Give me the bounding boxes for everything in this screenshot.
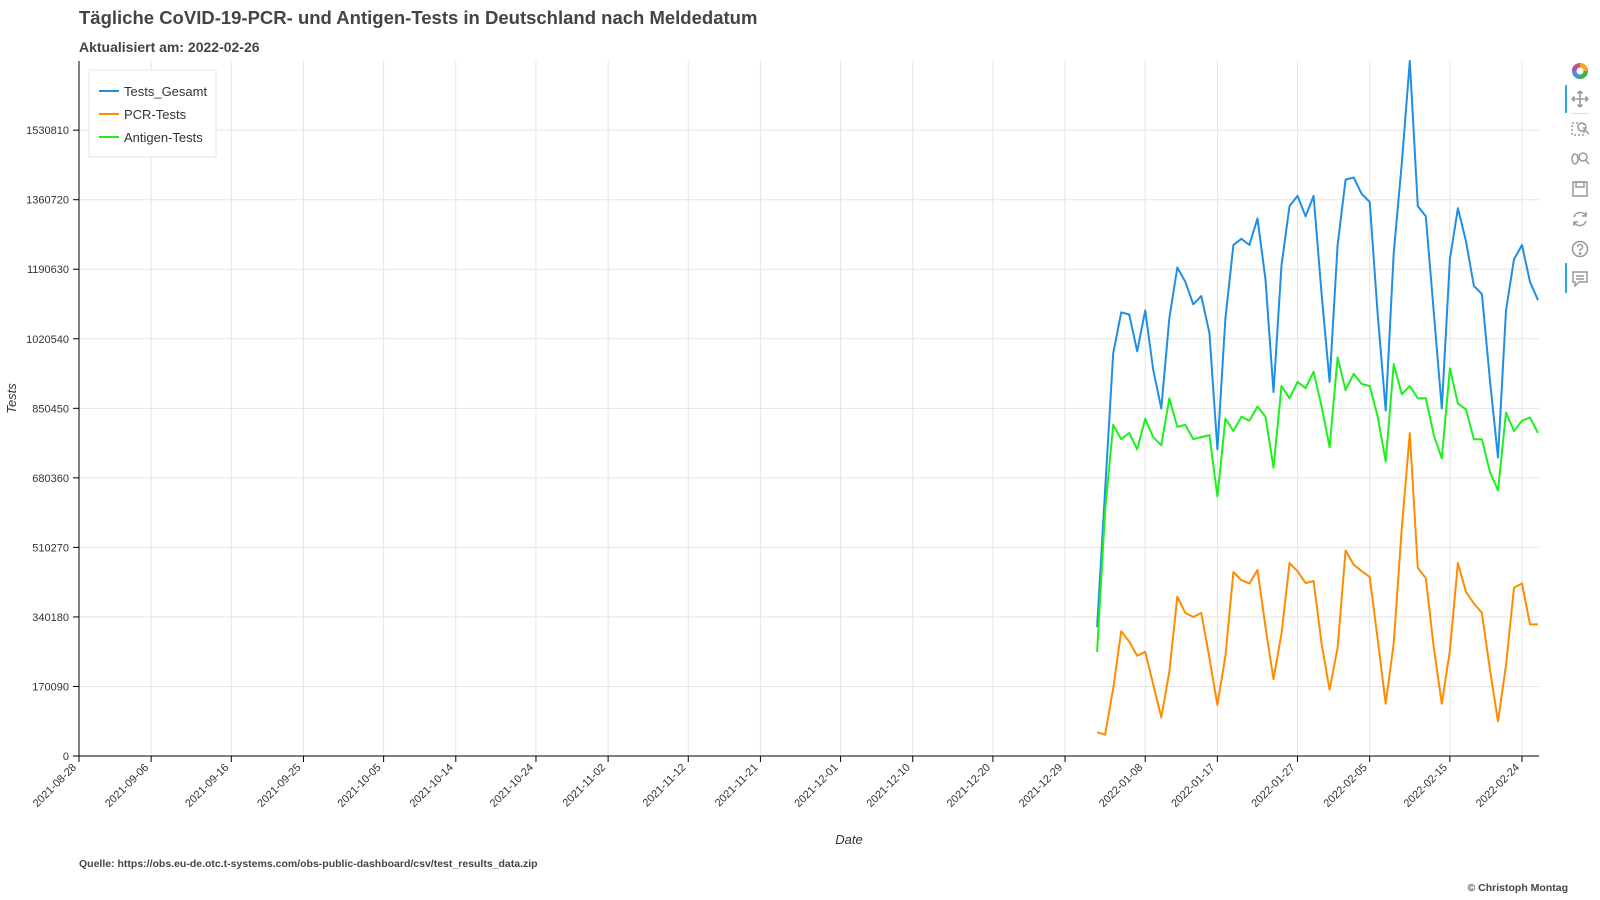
x-axis-label: Date (835, 832, 862, 847)
x-tick-label: 2022-02-15 (1402, 762, 1450, 810)
y-tick-label: 1530810 (26, 125, 69, 137)
x-tick-label: 2021-10-05 (335, 762, 383, 810)
y-axis-label: Tests (4, 383, 19, 414)
y-tick-label: 1020540 (26, 334, 69, 346)
x-tick-label: 2021-09-06 (103, 762, 151, 810)
legend-label: Antigen-Tests (124, 130, 203, 145)
x-tick-label: 2021-08-28 (31, 762, 79, 810)
x-tick-label: 2021-10-24 (488, 762, 536, 810)
x-tick-label: 2021-12-10 (865, 762, 913, 810)
x-tick-label: 2022-01-08 (1097, 762, 1145, 810)
wheel-zoom-icon[interactable] (1569, 148, 1591, 170)
box-zoom-icon[interactable] (1569, 118, 1591, 140)
x-tick-label: 2021-12-01 (792, 762, 840, 810)
series-line-tests-gesamt (1096, 60, 1539, 628)
y-tick-label: 1360720 (26, 195, 69, 207)
y-tick-label: 0 (63, 751, 69, 763)
x-tick-label: 2021-12-20 (945, 762, 993, 810)
x-tick-label: 2022-01-17 (1169, 762, 1217, 810)
source-note: Quelle: https://obs.eu-de.otc.t-systems.… (79, 858, 538, 870)
x-tick-label: 2021-11-02 (561, 762, 609, 810)
copyright-note: © Christoph Montag (1467, 882, 1568, 894)
chart-toolbar (1565, 58, 1595, 298)
x-tick-label: 2021-10-14 (408, 762, 456, 810)
chart-subtitle: Aktualisiert am: 2022-02-26 (79, 39, 260, 55)
series-line-antigen-tests (1096, 356, 1539, 652)
x-tick-label: 2022-01-27 (1249, 762, 1297, 810)
legend: Tests_Gesamt PCR-Tests Antigen-Tests (88, 69, 217, 158)
x-tick-label: 2021-11-12 (641, 762, 689, 810)
pan-icon[interactable] (1569, 88, 1591, 110)
help-icon[interactable] (1569, 238, 1591, 260)
y-tick-label: 340180 (32, 612, 69, 624)
y-tick-label: 510270 (32, 542, 69, 554)
x-tick-label: 2022-02-05 (1322, 762, 1370, 810)
hover-icon[interactable] (1569, 268, 1591, 290)
y-tick-label: 680360 (32, 473, 69, 485)
x-tick-label: 2022-02-24 (1474, 762, 1522, 810)
reset-icon[interactable] (1569, 208, 1591, 230)
legend-label: PCR-Tests (124, 107, 187, 122)
legend-label: Tests_Gesamt (124, 84, 207, 99)
x-tick-label: 2021-09-25 (255, 762, 303, 810)
series-line-pcr-tests (1096, 432, 1538, 736)
save-icon[interactable] (1569, 178, 1591, 200)
x-tick-label: 2021-11-21 (713, 762, 761, 810)
y-tick-label: 1190630 (27, 264, 69, 276)
y-tick-label: 850450 (32, 403, 69, 415)
y-tick-label: 170090 (32, 681, 69, 693)
x-tick-label: 2021-09-16 (183, 762, 231, 810)
bokeh-logo-icon[interactable] (1569, 60, 1591, 82)
x-tick-label: 2021-12-29 (1017, 762, 1065, 810)
chart-title: Tägliche CoVID-19-PCR- und Antigen-Tests… (79, 7, 758, 28)
